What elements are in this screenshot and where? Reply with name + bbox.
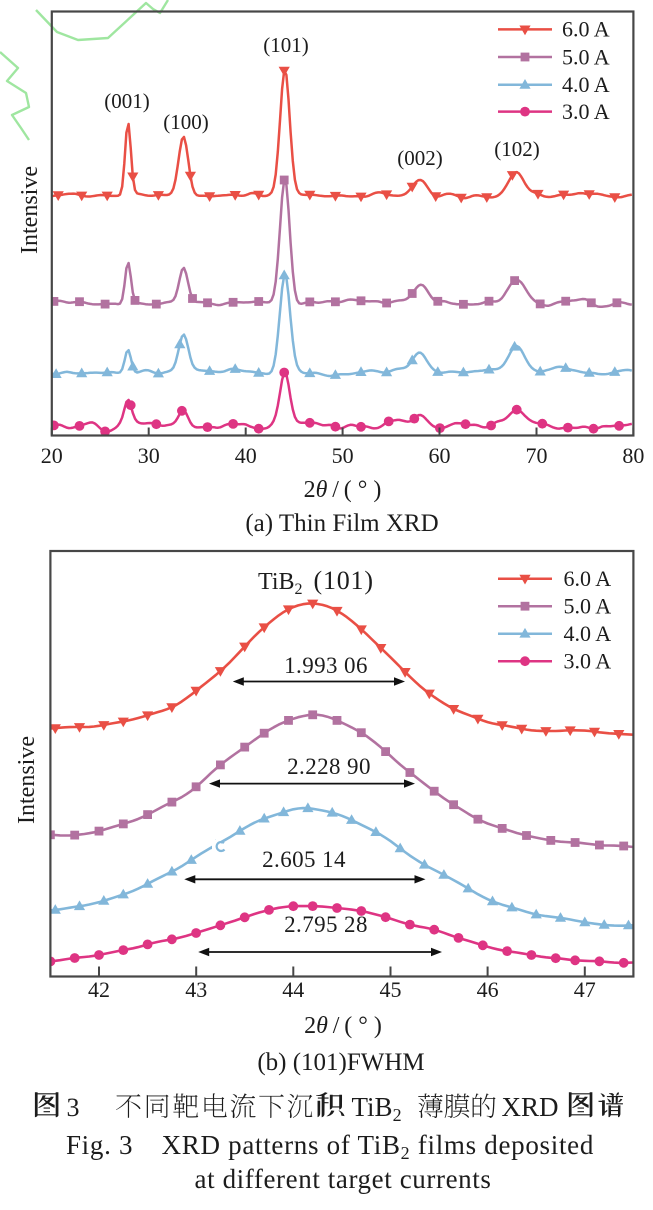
svg-text:50: 50: [332, 443, 354, 468]
svg-text:2θ / ( ° ): 2θ / ( ° ): [304, 1013, 382, 1039]
svg-text:(002): (002): [397, 146, 443, 170]
svg-text:Fig. 3 XRD patterns of TiB2 f: Fig. 3 XRD patterns of TiB2 films deposi…: [66, 1130, 594, 1163]
svg-text:3.0 A: 3.0 A: [562, 99, 610, 124]
svg-text:5.0 A: 5.0 A: [562, 44, 610, 69]
svg-text:45: 45: [380, 977, 402, 1002]
svg-text:(100): (100): [163, 110, 209, 134]
svg-text:3: 3: [67, 1093, 80, 1122]
svg-text:(001): (001): [104, 89, 150, 113]
svg-text:46: 46: [477, 977, 499, 1002]
svg-text:47: 47: [574, 977, 596, 1002]
svg-text:80: 80: [622, 443, 644, 468]
svg-text:3.0 A: 3.0 A: [564, 649, 612, 674]
svg-text:2θ / ( ° ): 2θ / ( ° ): [304, 477, 382, 503]
svg-text:(a) Thin Film XRD: (a) Thin Film XRD: [245, 510, 438, 537]
svg-text:4.0 A: 4.0 A: [562, 72, 610, 97]
svg-text:5.0 A: 5.0 A: [564, 594, 612, 619]
svg-text:2.605 14: 2.605 14: [262, 847, 346, 872]
svg-text:43: 43: [185, 977, 207, 1002]
svg-text:1.993 06: 1.993 06: [284, 653, 368, 678]
svg-text:70: 70: [526, 443, 548, 468]
svg-text:XRD: XRD: [502, 1092, 559, 1122]
svg-text:30: 30: [138, 443, 160, 468]
svg-text:Intensive: Intensive: [14, 736, 40, 824]
svg-text:6.0 A: 6.0 A: [562, 17, 610, 42]
svg-text:42: 42: [88, 977, 110, 1002]
svg-text:at different target currents: at different target currents: [195, 1164, 492, 1194]
svg-text:(102): (102): [494, 137, 540, 161]
svg-text:2.795 28: 2.795 28: [284, 912, 368, 937]
svg-text:(101): (101): [314, 566, 374, 595]
svg-text:4.0 A: 4.0 A: [564, 621, 612, 646]
svg-text:(b) (101)FWHM: (b) (101)FWHM: [257, 1049, 424, 1076]
svg-text:2.228 90: 2.228 90: [287, 754, 371, 779]
svg-text:20: 20: [41, 443, 63, 468]
svg-text:44: 44: [282, 977, 304, 1002]
svg-text:40: 40: [235, 443, 257, 468]
svg-text:6.0 A: 6.0 A: [564, 566, 612, 591]
svg-text:Intensive: Intensive: [17, 166, 43, 254]
svg-text:60: 60: [429, 443, 451, 468]
svg-text:(101): (101): [263, 33, 309, 57]
